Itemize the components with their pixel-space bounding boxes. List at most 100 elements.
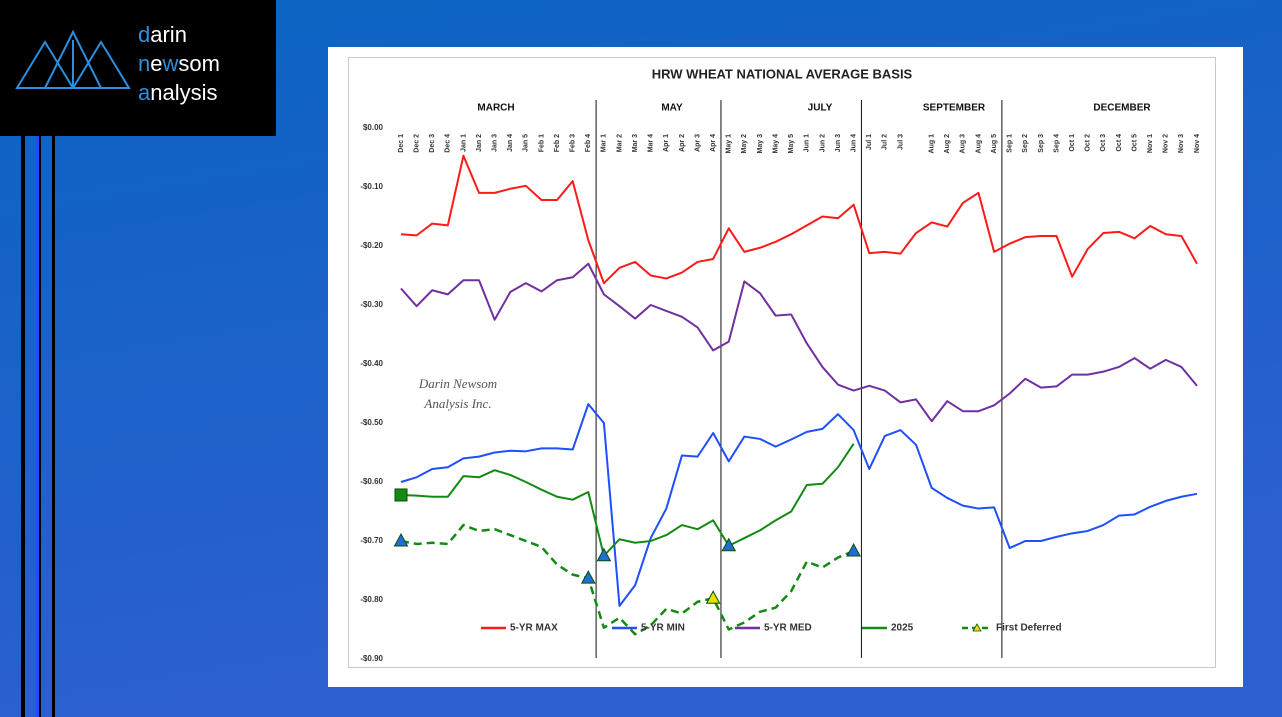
chart-title: HRW WHEAT NATIONAL AVERAGE BASIS [652, 66, 913, 81]
x-tick-label: Jun 2 [819, 134, 826, 152]
x-tick-label: May 4 [772, 134, 779, 154]
x-tick-label: Jun 3 [835, 134, 842, 152]
x-tick-label: May 5 [788, 134, 795, 154]
x-tick-label: Apr 3 [694, 134, 701, 152]
x-tick-label: Dec 1 [398, 134, 405, 153]
logo-word: a [138, 80, 151, 105]
x-tick-label: Apr 4 [710, 134, 717, 152]
x-tick-label: Sep 1 [1007, 134, 1014, 153]
section-label: JULY [808, 103, 833, 114]
x-tick-label: Apr 1 [663, 134, 670, 152]
deco-bar [39, 120, 41, 717]
x-tick-label: Feb 4 [585, 134, 592, 152]
series-line [400, 403, 1198, 607]
deco-bar [36, 120, 39, 717]
x-tick-label: Feb 3 [570, 134, 577, 152]
x-tick-label: Jan 5 [523, 134, 530, 152]
x-tick-label: Oct 3 [1100, 134, 1107, 152]
y-tick-label: -$0.50 [360, 418, 383, 427]
chart-border [348, 57, 1216, 668]
section-label: SEPTEMBER [923, 103, 986, 114]
y-tick-label: -$0.30 [360, 300, 383, 309]
x-tick-label: Mar 2 [616, 134, 623, 152]
series-marker [393, 532, 409, 547]
x-tick-label: Dec 3 [429, 134, 436, 153]
x-tick-label: Jan 2 [476, 134, 483, 152]
x-tick-label: Nov 4 [1194, 134, 1201, 153]
y-tick-label: $0.00 [363, 123, 384, 132]
deco-bar [21, 120, 25, 717]
logo-word: nalysis [150, 80, 217, 105]
watermark: Darin Newsom [418, 376, 497, 391]
x-tick-label: Nov 1 [1147, 134, 1154, 153]
series-line [400, 262, 1198, 423]
x-tick-label: Mar 1 [601, 134, 608, 152]
x-tick-label: Aug 3 [960, 134, 967, 154]
series-line [400, 443, 855, 557]
series-marker [721, 537, 737, 552]
x-tick-label: Nov 2 [1163, 134, 1170, 153]
x-tick-label: Oct 4 [1116, 134, 1123, 152]
legend-label: 5-YR MIN [641, 623, 685, 634]
x-tick-label: Oct 5 [1131, 134, 1138, 152]
logo-text: darin newsom analysis [138, 22, 220, 105]
legend-label: First Deferred [996, 623, 1062, 634]
y-tick-label: -$0.70 [360, 536, 383, 545]
x-tick-label: Jan 4 [507, 134, 514, 152]
legend-label: 5-YR MED [764, 623, 812, 634]
x-tick-label: Sep 4 [1053, 134, 1060, 153]
x-tick-label: Aug 5 [991, 134, 998, 154]
logo-word: som [178, 51, 220, 76]
x-tick-label: Oct 1 [1069, 134, 1076, 152]
x-tick-label: May 2 [741, 134, 748, 154]
x-tick-label: Jan 1 [460, 134, 467, 152]
x-tick-label: Oct 2 [1085, 134, 1092, 152]
logo-word: d [138, 22, 150, 47]
x-tick-label: Feb 1 [538, 134, 545, 152]
x-tick-label: Jul 2 [882, 134, 889, 150]
y-tick-label: -$0.20 [360, 241, 383, 250]
x-tick-label: Jul 3 [897, 134, 904, 150]
x-tick-label: Sep 3 [1038, 134, 1045, 153]
x-tick-label: Aug 4 [975, 134, 982, 154]
legend-label: 2025 [891, 623, 914, 634]
logo-box [0, 0, 276, 136]
y-tick-label: -$0.60 [360, 477, 383, 486]
watermark: Analysis Inc. [423, 396, 491, 411]
y-tick-label: -$0.90 [360, 654, 383, 663]
logo-word: w [162, 51, 179, 76]
logo-word: e [150, 51, 162, 76]
x-tick-label: Jul 1 [866, 134, 873, 150]
x-tick-label: Aug 2 [944, 134, 951, 154]
logo-icon [15, 29, 131, 89]
legend-marker [972, 623, 982, 632]
logo-word: arin [150, 22, 187, 47]
x-tick-label: Jan 3 [491, 134, 498, 152]
x-tick-label: Sep 2 [1022, 134, 1029, 153]
chart-panel [328, 47, 1243, 687]
section-label: MAY [661, 103, 683, 114]
x-tick-label: Mar 4 [648, 134, 655, 152]
legend-label: 5-YR MAX [510, 623, 558, 634]
logo-word: n [138, 51, 150, 76]
section-label: MARCH [477, 103, 514, 114]
series-marker [394, 488, 408, 502]
x-tick-label: Feb 2 [554, 134, 561, 152]
x-tick-label: Jun 4 [850, 134, 857, 152]
deco-bar [52, 120, 55, 717]
y-tick-label: -$0.40 [360, 359, 383, 368]
x-tick-label: Dec 4 [445, 134, 452, 153]
x-tick-label: Mar 3 [632, 134, 639, 152]
x-tick-label: Jun 1 [804, 134, 811, 152]
series-line [400, 154, 1198, 285]
section-label: DECEMBER [1093, 103, 1151, 114]
x-tick-label: May 1 [726, 134, 733, 154]
series-marker [846, 542, 861, 557]
series-marker [596, 547, 612, 562]
y-tick-label: -$0.80 [360, 595, 383, 604]
x-tick-label: Dec 2 [413, 134, 420, 153]
x-tick-label: Apr 2 [679, 134, 686, 152]
series-marker [705, 590, 721, 604]
